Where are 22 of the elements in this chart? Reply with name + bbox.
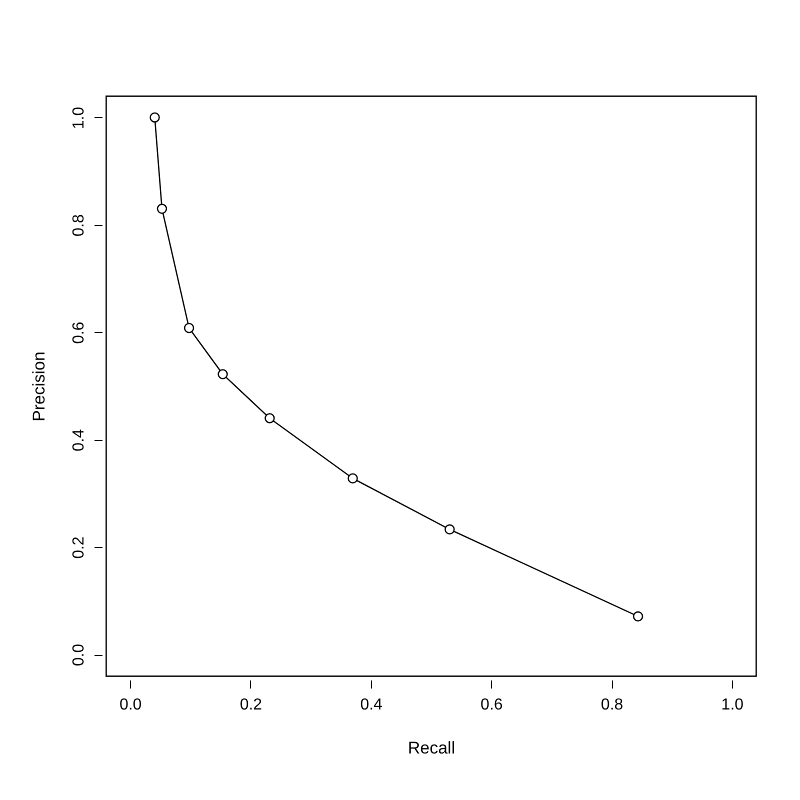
point (348, 473, 358, 484)
y-tick-label: 0.2 (70, 536, 88, 559)
y-tick-label: 0.8 (70, 214, 88, 237)
y-tick-label: 1.0 (70, 106, 88, 130)
y-tick-label: 0.4 (70, 428, 88, 452)
x-tick-label: 1.0 (721, 696, 744, 714)
x-tick-label: 0.0 (119, 696, 142, 714)
point (184, 322, 194, 334)
point (218, 369, 228, 380)
y-axis-title: Precision (30, 352, 48, 422)
x-tick-label: 0.4 (360, 696, 383, 714)
point (632, 611, 644, 622)
x-axis-title: Recall (408, 738, 456, 758)
point (264, 413, 275, 424)
y-tick-label: 0.0 (70, 644, 88, 666)
x-tick-label: 0.8 (600, 696, 624, 714)
x-tick-label: 0.6 (480, 696, 503, 714)
y-tick-label: 0.6 (70, 322, 88, 344)
point (444, 524, 455, 534)
point (156, 204, 168, 214)
point (150, 112, 160, 123)
x-tick-label: 0.2 (240, 696, 262, 714)
